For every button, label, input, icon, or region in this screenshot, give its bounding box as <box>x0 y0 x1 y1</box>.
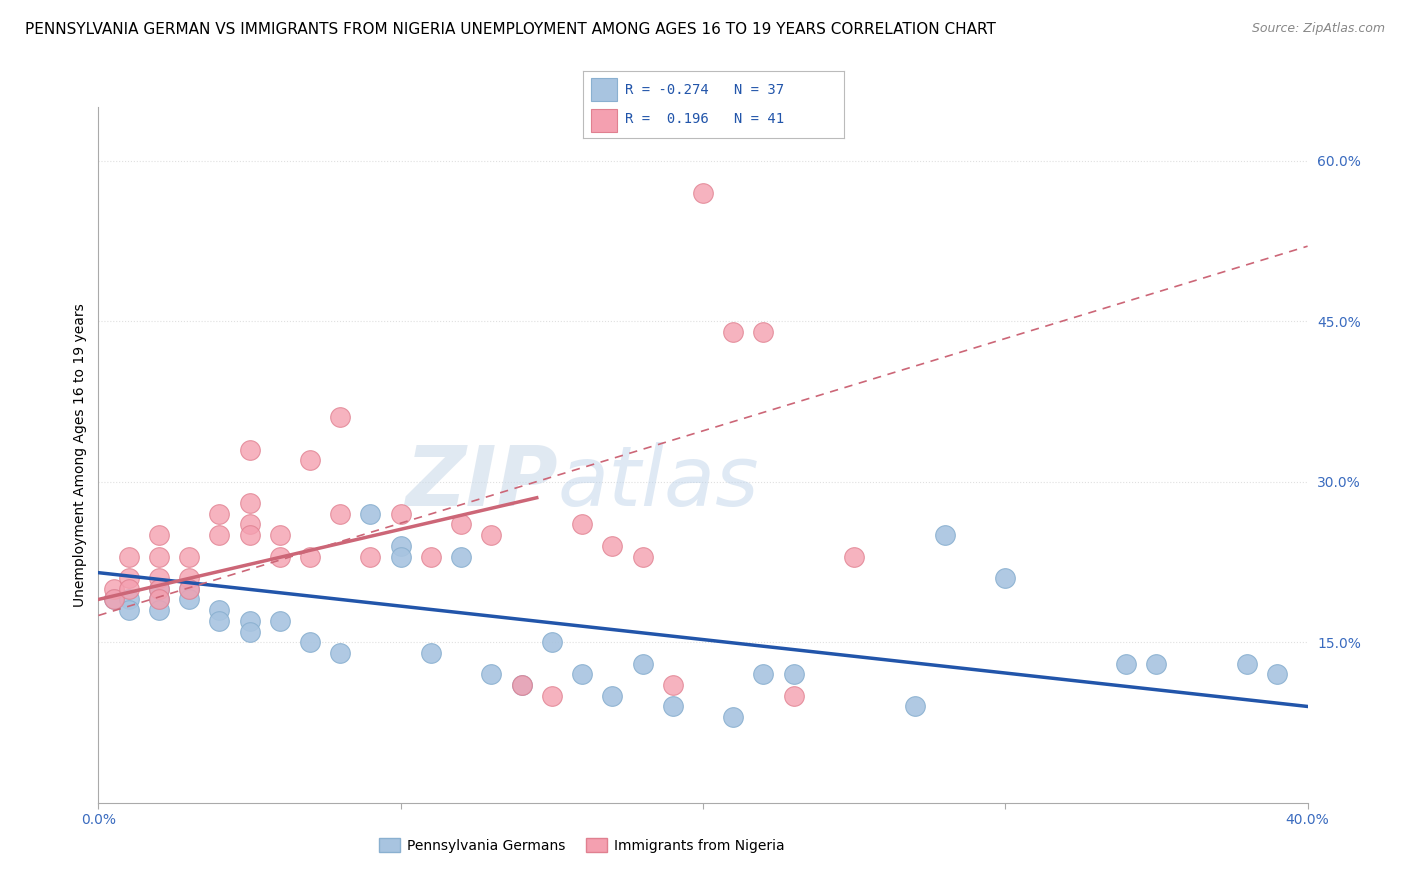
Point <box>934 528 956 542</box>
Point <box>540 635 562 649</box>
FancyBboxPatch shape <box>592 78 617 101</box>
Point <box>904 699 927 714</box>
Point <box>481 528 503 542</box>
Point <box>602 689 624 703</box>
Point <box>148 528 170 542</box>
Point <box>148 549 170 564</box>
Point <box>450 549 472 564</box>
Point <box>179 549 201 564</box>
Point <box>602 539 624 553</box>
Point <box>723 325 745 339</box>
Point <box>239 614 262 628</box>
Point <box>389 507 412 521</box>
Point <box>179 592 201 607</box>
Point <box>118 603 141 617</box>
Point <box>148 582 170 596</box>
Point <box>118 582 141 596</box>
Point <box>239 517 262 532</box>
Point <box>420 646 443 660</box>
Point <box>148 592 170 607</box>
Point <box>450 517 472 532</box>
Point <box>179 582 201 596</box>
Point <box>118 571 141 585</box>
Point <box>269 549 291 564</box>
Point <box>329 410 352 425</box>
Point <box>389 549 412 564</box>
Point <box>329 646 352 660</box>
Point <box>510 678 533 692</box>
Point <box>661 699 683 714</box>
Point <box>752 325 775 339</box>
Point <box>179 571 201 585</box>
Point <box>299 635 322 649</box>
Text: R =  0.196   N = 41: R = 0.196 N = 41 <box>626 112 785 126</box>
Y-axis label: Unemployment Among Ages 16 to 19 years: Unemployment Among Ages 16 to 19 years <box>73 303 87 607</box>
Point <box>103 592 125 607</box>
Text: R = -0.274   N = 37: R = -0.274 N = 37 <box>626 83 785 96</box>
Point <box>239 442 262 457</box>
Point <box>148 571 170 585</box>
Point <box>299 453 322 467</box>
Point <box>179 582 201 596</box>
Point <box>481 667 503 681</box>
Point <box>661 678 683 692</box>
Point <box>239 528 262 542</box>
Point <box>148 592 170 607</box>
FancyBboxPatch shape <box>592 109 617 131</box>
Point <box>269 614 291 628</box>
Point <box>783 689 806 703</box>
Point <box>783 667 806 681</box>
Point <box>269 528 291 542</box>
Point <box>1267 667 1289 681</box>
Text: Source: ZipAtlas.com: Source: ZipAtlas.com <box>1251 22 1385 36</box>
Point <box>239 496 262 510</box>
Point <box>208 528 231 542</box>
Point <box>1236 657 1258 671</box>
Point <box>571 517 593 532</box>
Point <box>103 582 125 596</box>
Point <box>208 614 231 628</box>
Point <box>360 507 382 521</box>
Point <box>631 657 654 671</box>
Point <box>1115 657 1137 671</box>
Text: ZIP: ZIP <box>405 442 558 524</box>
Point <box>1144 657 1167 671</box>
Legend: Pennsylvania Germans, Immigrants from Nigeria: Pennsylvania Germans, Immigrants from Ni… <box>374 832 790 858</box>
Text: atlas: atlas <box>558 442 759 524</box>
Point <box>389 539 412 553</box>
Point <box>329 507 352 521</box>
Point <box>844 549 866 564</box>
Point <box>148 582 170 596</box>
Point <box>510 678 533 692</box>
Point <box>299 549 322 564</box>
Point <box>994 571 1017 585</box>
Point <box>239 624 262 639</box>
Point <box>208 507 231 521</box>
Point <box>752 667 775 681</box>
Point <box>723 710 745 724</box>
Point <box>420 549 443 564</box>
Point <box>118 549 141 564</box>
Point <box>540 689 562 703</box>
Point <box>118 592 141 607</box>
Point <box>631 549 654 564</box>
Text: PENNSYLVANIA GERMAN VS IMMIGRANTS FROM NIGERIA UNEMPLOYMENT AMONG AGES 16 TO 19 : PENNSYLVANIA GERMAN VS IMMIGRANTS FROM N… <box>25 22 997 37</box>
Point <box>148 603 170 617</box>
Point <box>571 667 593 681</box>
Point <box>103 592 125 607</box>
Point <box>360 549 382 564</box>
Point <box>208 603 231 617</box>
Point <box>692 186 714 200</box>
